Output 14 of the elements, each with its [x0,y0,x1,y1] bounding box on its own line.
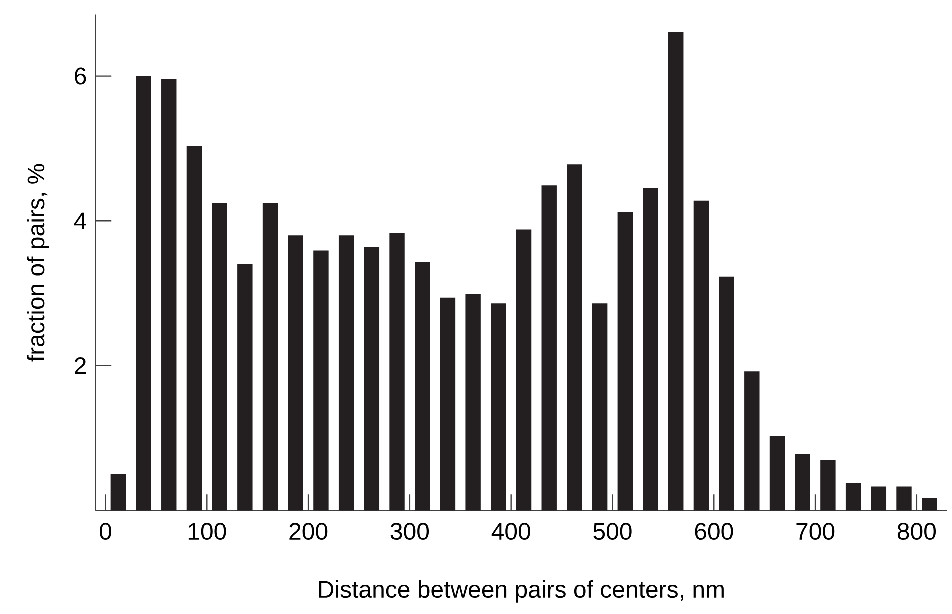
y-tick-label: 4 [74,212,87,230]
x-tick-label: 100 [188,523,226,540]
x-tick-label: 500 [594,523,632,540]
x-tick-label: 700 [796,523,835,540]
x-tick-label: 800 [898,523,936,540]
x-tick-label: 300 [390,523,430,540]
x-tick-label: 600 [695,523,734,540]
x-tick-label: 0 [100,523,112,540]
x-tick-label: 200 [290,523,328,540]
y-tick-label: 6 [75,68,86,85]
x-tick-label: 400 [492,523,530,540]
x-axis-title: Distance between pairs of centers, nm [319,580,724,603]
y-tick-label: 2 [75,358,86,374]
y-axis-title: fraction of pairs, % [27,164,50,362]
